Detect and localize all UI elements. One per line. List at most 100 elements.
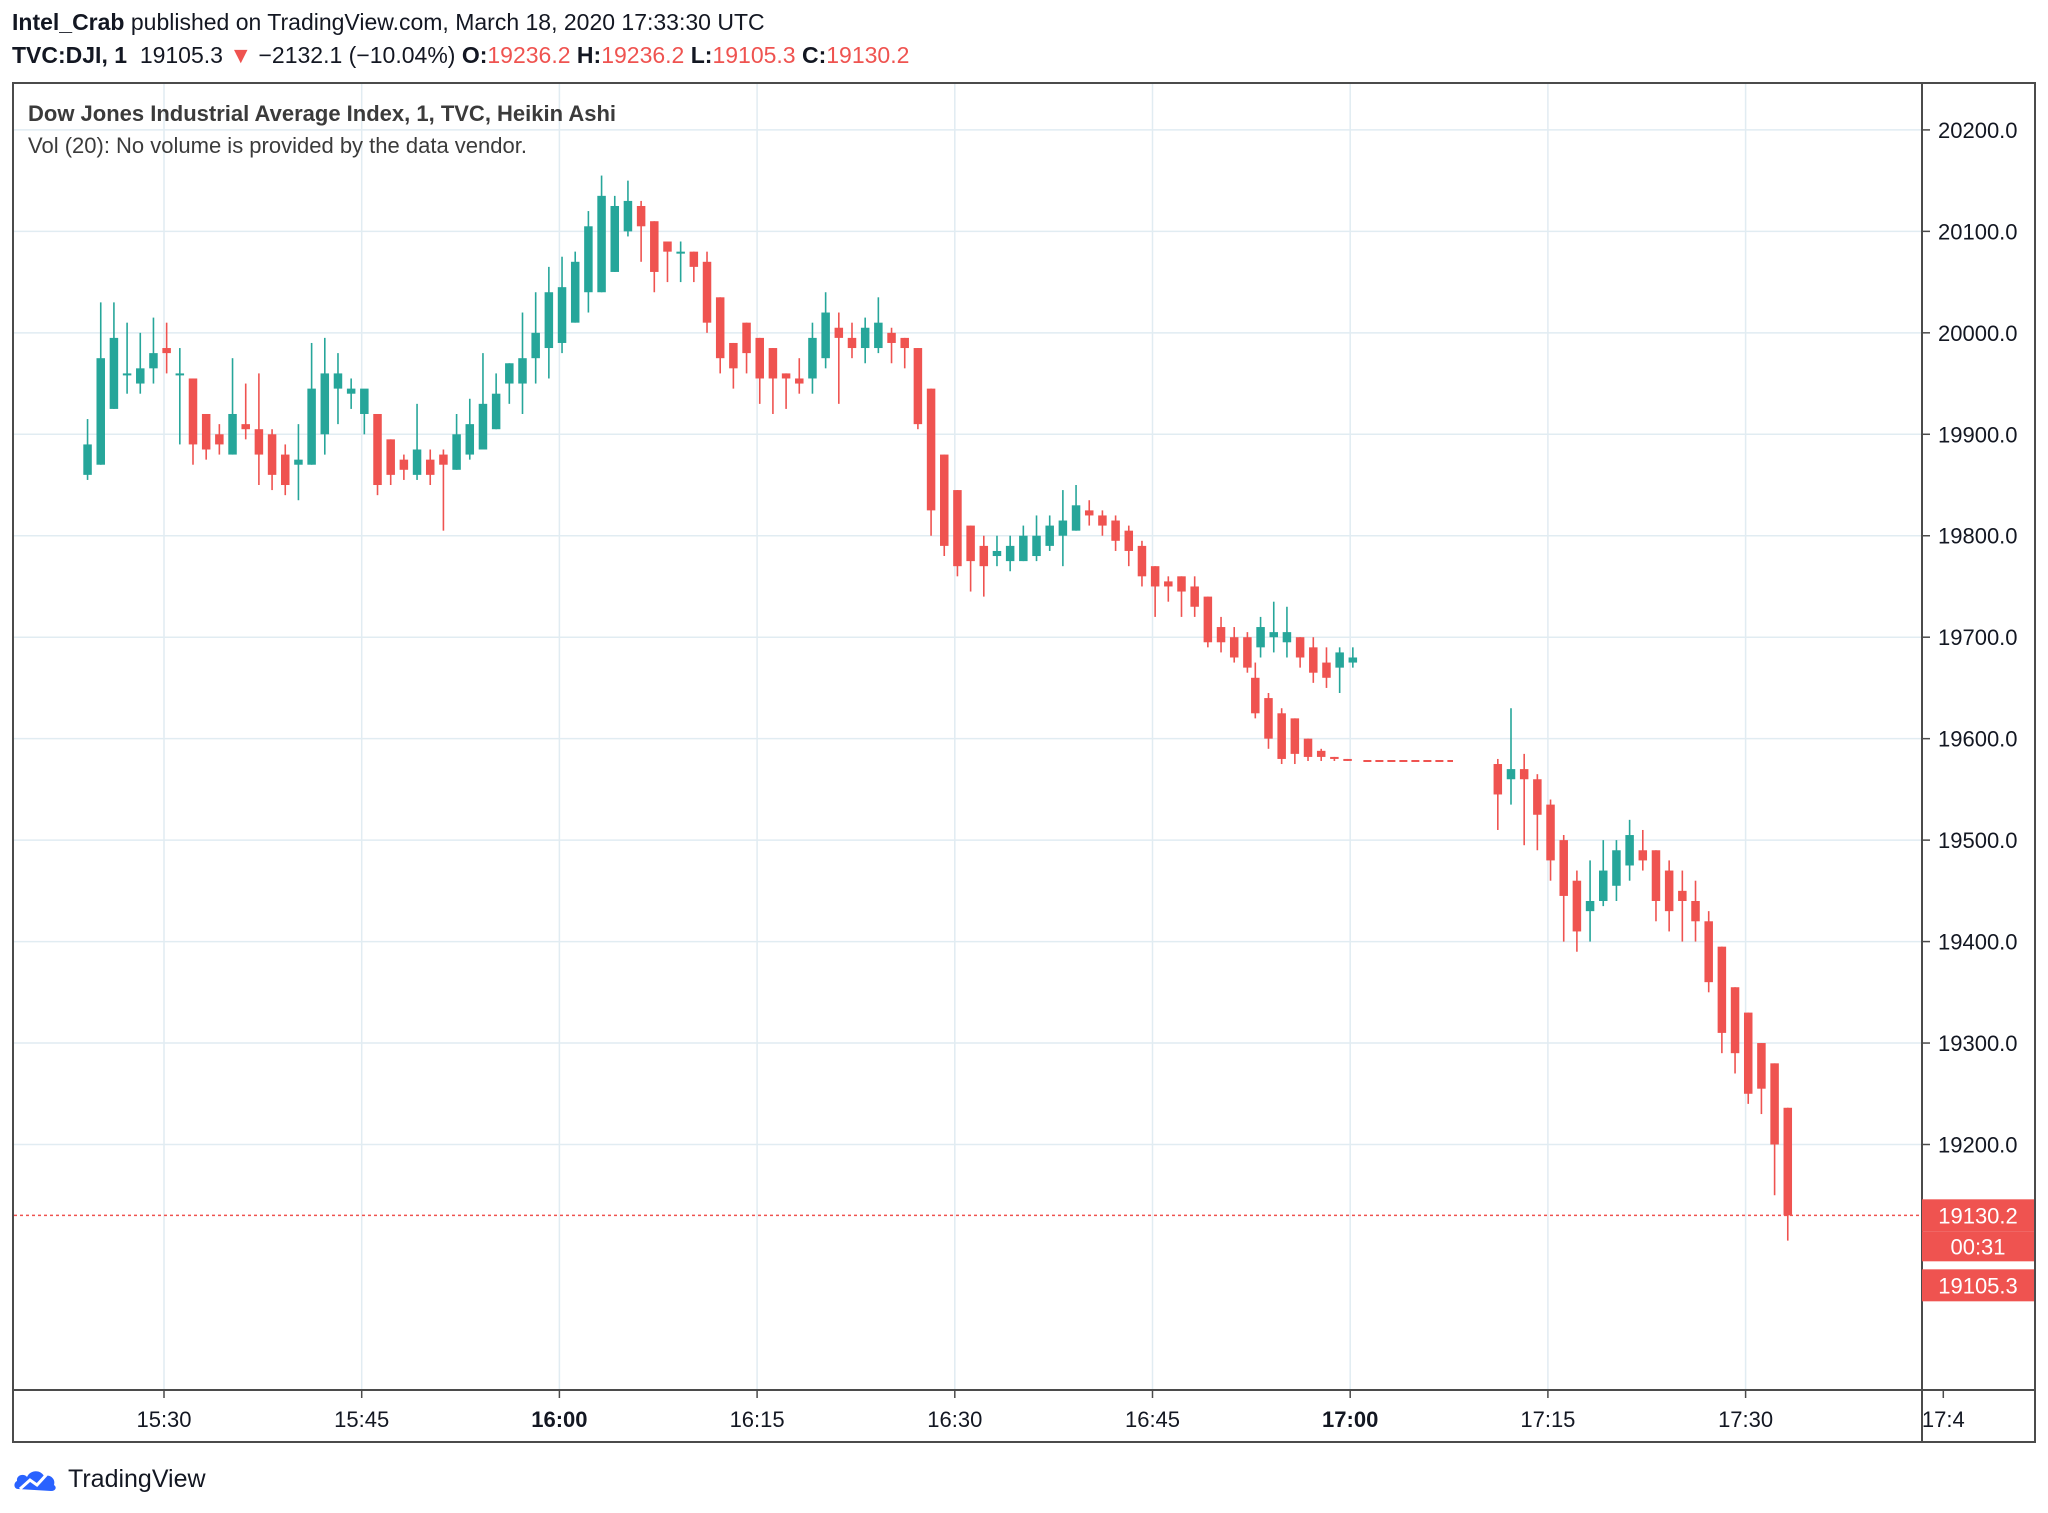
candle-body	[1743, 1012, 1753, 1094]
candle-body	[874, 322, 883, 349]
candle-body	[109, 337, 119, 409]
open-label: O:	[461, 42, 488, 68]
chart-frame[interactable]	[12, 82, 2036, 1443]
candle-body	[795, 378, 804, 384]
candle-body	[1269, 632, 1279, 638]
candle-body	[834, 327, 844, 338]
candle-body	[1316, 750, 1326, 757]
candle-body	[597, 195, 606, 293]
candle-body	[518, 358, 527, 384]
candle-body	[452, 434, 461, 470]
candle-body	[1664, 870, 1674, 912]
candle-body	[729, 342, 738, 369]
candle-body	[254, 429, 264, 455]
candle-body	[847, 337, 857, 349]
candle-body	[1348, 657, 1358, 663]
candle-body	[992, 550, 1002, 557]
candle-body	[1164, 581, 1173, 587]
footer: TradingView	[12, 1462, 206, 1496]
brand-name[interactable]: TradingView	[68, 1464, 206, 1493]
candle-body	[1005, 545, 1015, 562]
high-value: 19236.2	[601, 42, 685, 68]
x-tick-label: 15:30	[136, 1407, 191, 1432]
candle-body	[1290, 718, 1300, 754]
candle-body	[1229, 637, 1239, 658]
candle-body	[636, 205, 646, 227]
candle-body	[386, 439, 395, 475]
candle-body	[491, 393, 501, 430]
candle-body	[1638, 850, 1648, 861]
candle-body	[122, 373, 132, 376]
candle-body	[1111, 520, 1120, 541]
candle-body	[1783, 1107, 1793, 1216]
last-price-badge: 19130.2	[1938, 1203, 2018, 1228]
candle-body	[478, 403, 488, 450]
candle-body	[610, 205, 620, 272]
candle-body	[1277, 713, 1286, 759]
y-tick-label: 19500.0	[1938, 828, 2018, 853]
x-tick-label: 17:30	[1718, 1407, 1773, 1432]
candle-body	[1243, 637, 1252, 668]
candle-body	[1599, 870, 1608, 901]
candle-body	[742, 322, 751, 354]
y-tick-label: 19300.0	[1938, 1031, 2018, 1056]
candle-body	[544, 292, 554, 349]
candle-body	[702, 261, 712, 323]
candle-body	[1757, 1043, 1766, 1089]
candle-body	[940, 454, 949, 546]
candle-body	[650, 221, 659, 272]
y-tick-label: 20200.0	[1938, 118, 2018, 143]
candle-body	[1177, 576, 1186, 592]
x-tick-label: 17:15	[1520, 1407, 1575, 1432]
candle-body	[1303, 738, 1313, 757]
candle-body	[1330, 756, 1339, 759]
candle-body	[913, 348, 923, 425]
candle-body	[1572, 880, 1582, 932]
y-tick-label: 19800.0	[1938, 524, 2018, 549]
candle-body	[149, 353, 158, 369]
candle-body	[267, 434, 277, 475]
candle-body	[1256, 627, 1265, 648]
candle-body	[1150, 566, 1160, 587]
candle-body	[979, 545, 989, 567]
tradingview-logo-icon[interactable]	[12, 1463, 60, 1495]
candle-body	[136, 368, 145, 384]
low-price-badge: 19105.3	[1938, 1273, 2018, 1298]
candle-body	[1717, 946, 1727, 1033]
candle-body	[320, 373, 330, 435]
candle-body	[1203, 596, 1213, 643]
candle-body	[1251, 677, 1260, 714]
author-name[interactable]: Intel_Crab	[12, 9, 125, 35]
candle-body	[821, 312, 830, 359]
candle-body	[425, 459, 435, 475]
symbol-quote-line: TVC:DJI, 1 19105.3 ▼ −2132.1 (−10.04%) O…	[12, 41, 909, 69]
low-value: 19105.3	[712, 42, 796, 68]
x-tick-label: 16:30	[927, 1407, 982, 1432]
candle-body	[505, 363, 514, 384]
candle-body	[83, 444, 92, 475]
candle-body	[808, 337, 817, 379]
candle-body	[188, 378, 198, 445]
candle-body	[1084, 510, 1094, 516]
high-label: H:	[576, 42, 602, 68]
candle-body	[1190, 586, 1199, 607]
candle-body	[715, 297, 725, 359]
candle-body	[860, 327, 870, 349]
candle-body	[531, 332, 540, 359]
candle-body	[307, 388, 316, 465]
candle-body	[1309, 647, 1318, 673]
candle-body	[333, 373, 343, 389]
candle-body	[1678, 890, 1687, 901]
candle-body	[953, 490, 962, 567]
candle-body	[1559, 840, 1568, 896]
candle-body	[781, 373, 791, 379]
close-value: 19130.2	[826, 42, 910, 68]
candle-body	[175, 373, 185, 376]
candle-body	[1770, 1063, 1779, 1145]
candle-body	[663, 241, 672, 252]
candle-body	[1322, 662, 1331, 678]
y-tick-label: 20000.0	[1938, 321, 2018, 346]
close-label: C:	[801, 42, 827, 68]
x-tick-label: 17:4	[1922, 1407, 1965, 1432]
